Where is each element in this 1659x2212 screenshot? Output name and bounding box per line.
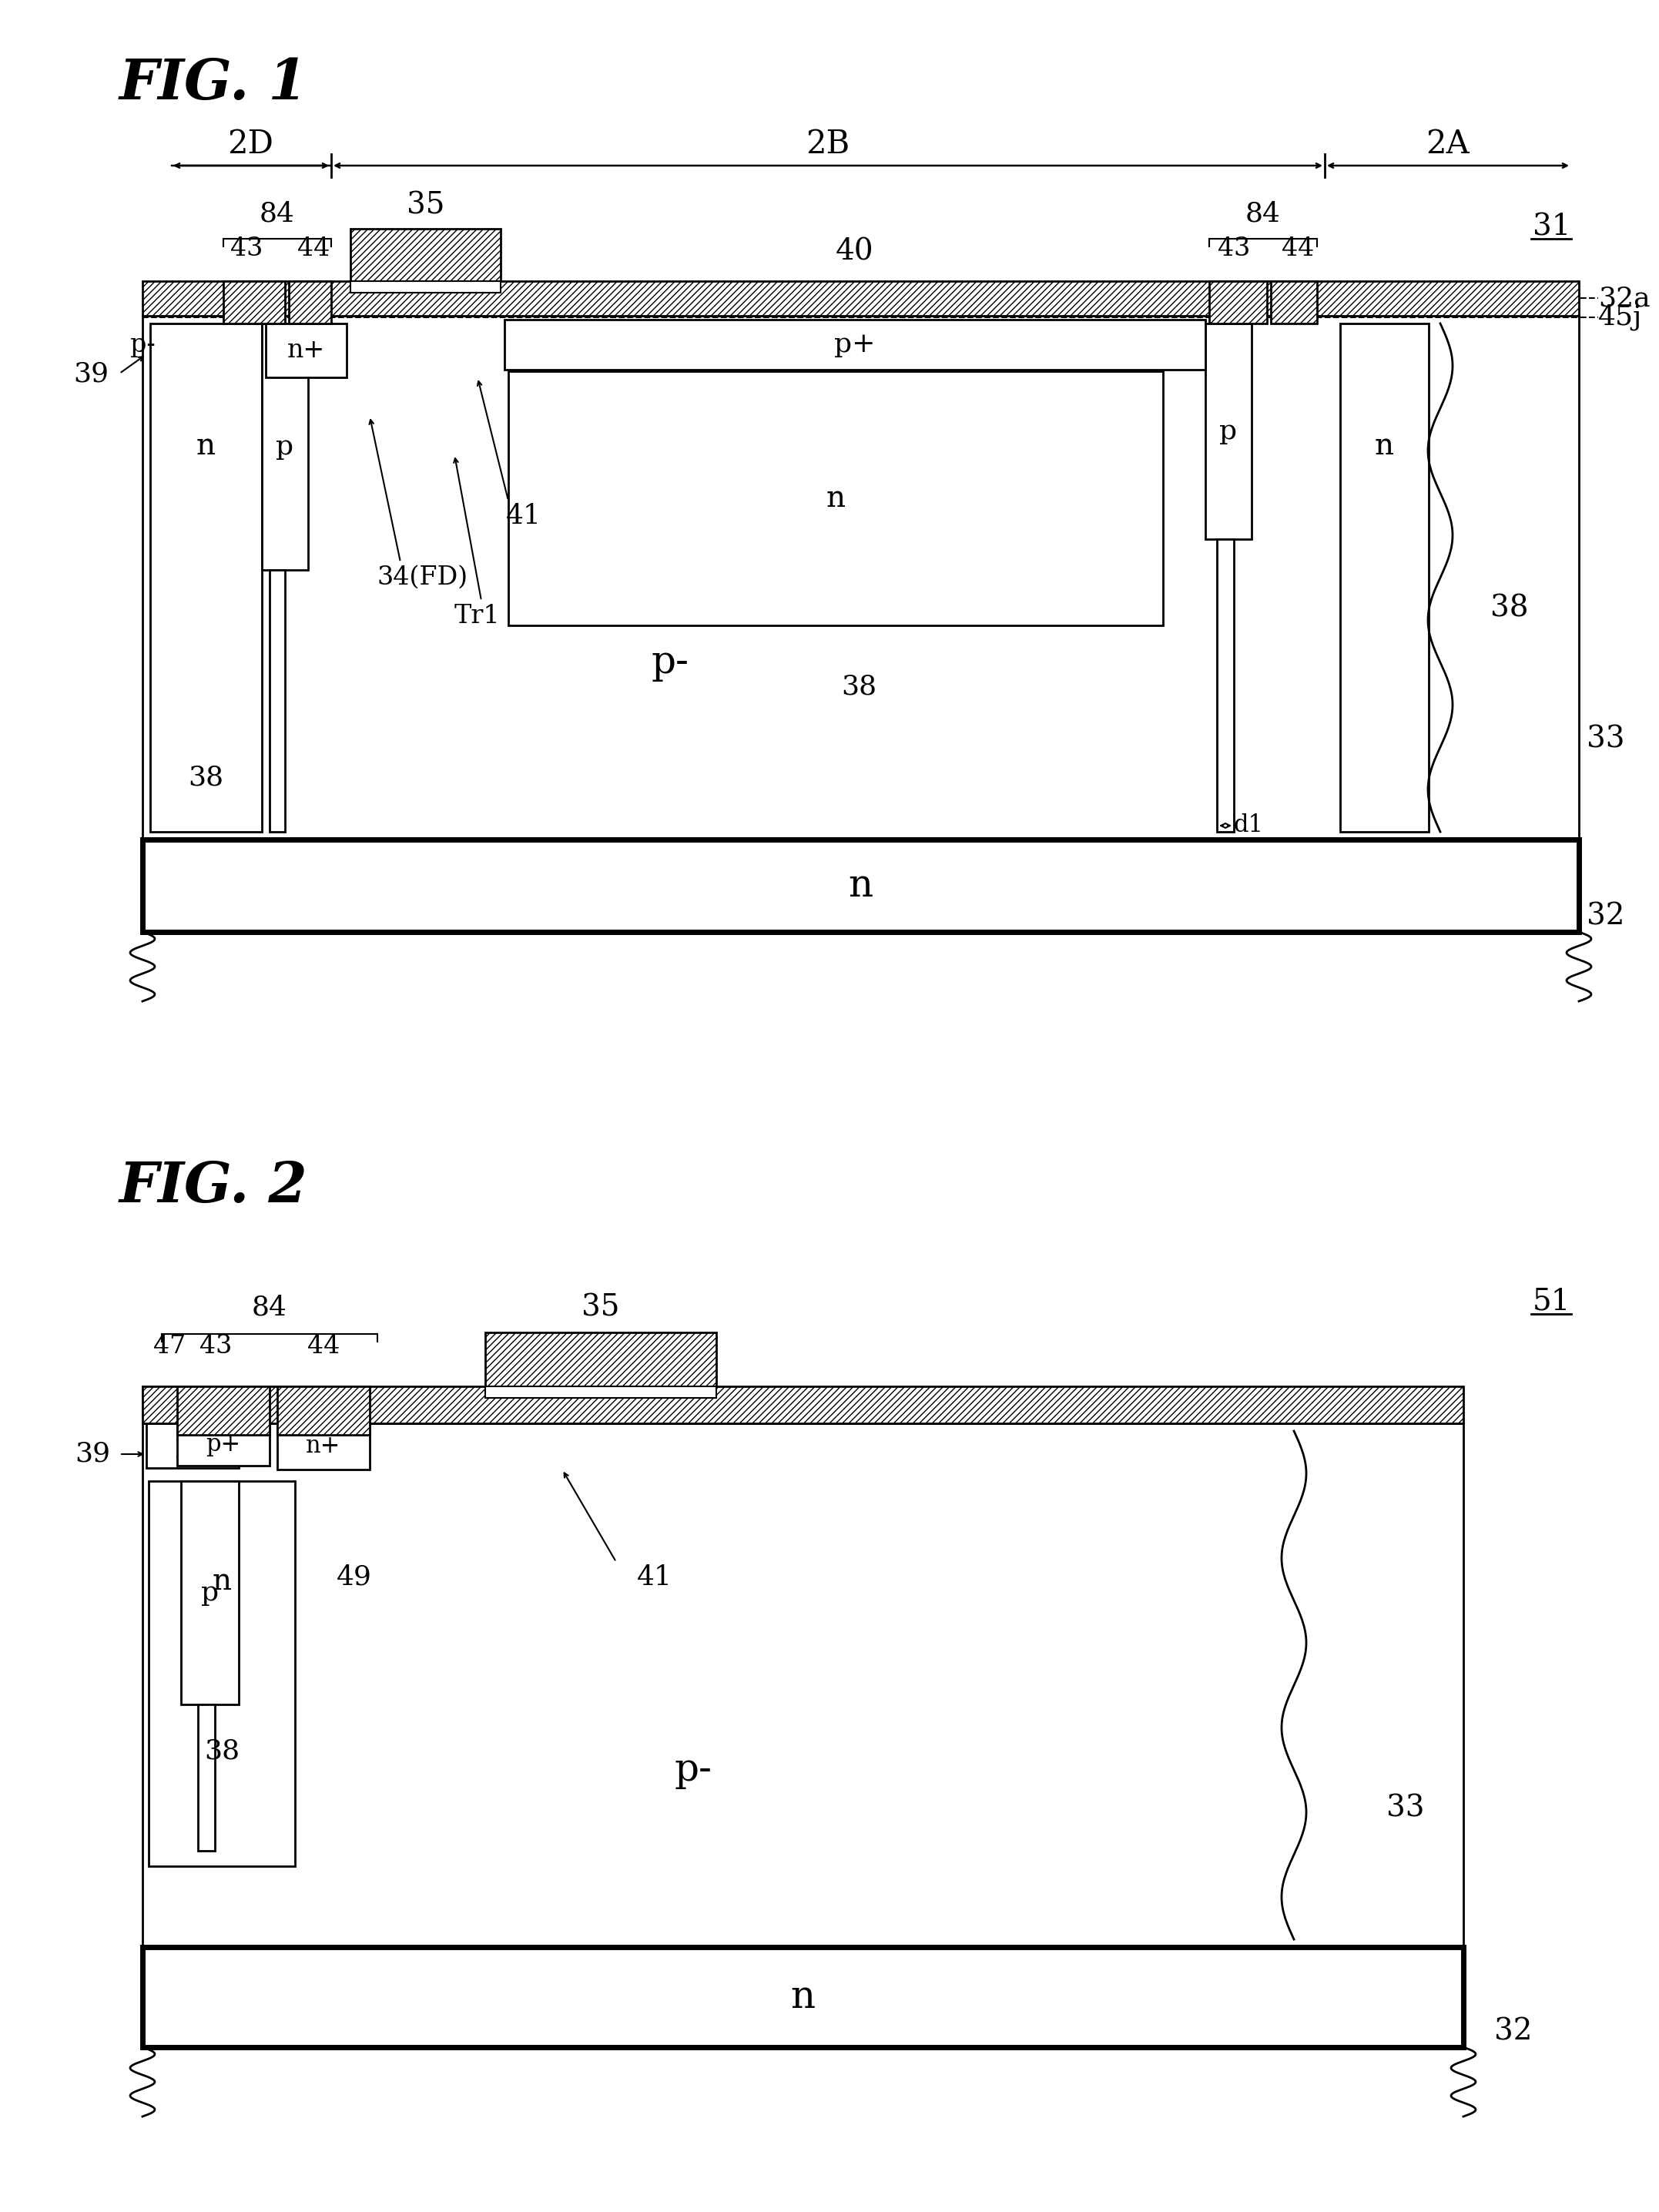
Bar bbox=[1209, 281, 1267, 323]
Text: 40: 40 bbox=[836, 237, 874, 265]
Text: 2A: 2A bbox=[1427, 128, 1470, 159]
Bar bbox=[224, 281, 285, 323]
Text: 38: 38 bbox=[1490, 595, 1528, 624]
Text: FIG. 2: FIG. 2 bbox=[119, 1159, 309, 1214]
Bar bbox=[1271, 281, 1317, 323]
Text: 33: 33 bbox=[1387, 1794, 1425, 1823]
Bar bbox=[143, 841, 1579, 931]
Text: 2B: 2B bbox=[806, 128, 849, 159]
Text: p-: p- bbox=[674, 1752, 712, 1790]
Bar bbox=[269, 571, 285, 832]
Text: 39: 39 bbox=[73, 361, 108, 387]
Text: 38: 38 bbox=[841, 675, 876, 701]
Text: p-: p- bbox=[652, 644, 688, 681]
Text: 44: 44 bbox=[307, 1334, 340, 1358]
Bar bbox=[350, 281, 501, 292]
Bar bbox=[1206, 323, 1251, 540]
Text: 34(FD): 34(FD) bbox=[377, 566, 468, 591]
Bar bbox=[289, 281, 332, 323]
Text: 32a: 32a bbox=[1598, 285, 1651, 312]
Text: p: p bbox=[1219, 418, 1238, 445]
Text: n: n bbox=[791, 1978, 815, 2015]
Text: n: n bbox=[212, 1566, 232, 1595]
Bar bbox=[1218, 540, 1234, 832]
Text: 35: 35 bbox=[582, 1294, 620, 1323]
Bar bbox=[277, 1387, 370, 1436]
Bar bbox=[149, 1482, 295, 1867]
Bar bbox=[262, 323, 309, 571]
Text: 38: 38 bbox=[187, 765, 224, 792]
Text: 41: 41 bbox=[637, 1564, 672, 1590]
Bar bbox=[197, 1705, 216, 1851]
Text: d1: d1 bbox=[1234, 814, 1264, 838]
Text: FIG. 1: FIG. 1 bbox=[119, 55, 309, 111]
Text: n+: n+ bbox=[305, 1436, 342, 1458]
Text: 38: 38 bbox=[204, 1739, 239, 1763]
Bar bbox=[178, 1387, 269, 1436]
Bar bbox=[143, 316, 1579, 841]
Text: 51: 51 bbox=[1533, 1287, 1571, 1316]
Bar bbox=[146, 1422, 239, 1469]
Bar bbox=[143, 1947, 1463, 2046]
Text: 2D: 2D bbox=[227, 128, 274, 159]
Text: n: n bbox=[1375, 434, 1394, 460]
Text: 47: 47 bbox=[153, 1334, 186, 1358]
Bar bbox=[484, 1387, 717, 1398]
Text: n: n bbox=[848, 867, 873, 905]
Bar bbox=[143, 281, 1579, 316]
Text: p: p bbox=[201, 1579, 219, 1606]
Bar bbox=[508, 372, 1163, 626]
Text: p+: p+ bbox=[834, 332, 876, 358]
Text: 43: 43 bbox=[199, 1334, 232, 1358]
Bar bbox=[178, 1422, 269, 1467]
Text: 41: 41 bbox=[506, 502, 541, 529]
Text: n+: n+ bbox=[287, 338, 325, 363]
Text: 39: 39 bbox=[75, 1440, 109, 1467]
Text: 31: 31 bbox=[1533, 212, 1571, 241]
Bar bbox=[181, 1482, 239, 1705]
Text: 32: 32 bbox=[1586, 902, 1624, 931]
Bar bbox=[143, 1387, 312, 1422]
Text: p+: p+ bbox=[206, 1433, 241, 1455]
Bar bbox=[151, 323, 262, 832]
Text: 43: 43 bbox=[231, 237, 262, 261]
Text: p+: p+ bbox=[176, 1433, 211, 1458]
Text: 43: 43 bbox=[1218, 237, 1251, 261]
Bar bbox=[504, 319, 1206, 369]
Text: n: n bbox=[196, 434, 216, 460]
Bar bbox=[143, 1387, 1463, 1422]
Text: 84: 84 bbox=[252, 1294, 287, 1321]
Bar bbox=[350, 228, 501, 281]
Text: p-: p- bbox=[129, 332, 156, 358]
Text: n: n bbox=[826, 484, 846, 513]
Text: 49: 49 bbox=[337, 1564, 372, 1590]
Text: 32: 32 bbox=[1495, 2017, 1533, 2046]
Text: p: p bbox=[275, 434, 294, 460]
Text: 84: 84 bbox=[1246, 201, 1281, 226]
Bar bbox=[1340, 323, 1428, 832]
Bar bbox=[277, 1422, 370, 1469]
Text: 44: 44 bbox=[297, 237, 330, 261]
Text: 45j: 45j bbox=[1598, 303, 1642, 330]
Text: Tr1: Tr1 bbox=[455, 604, 501, 628]
Text: 35: 35 bbox=[406, 192, 445, 219]
Bar bbox=[484, 1332, 717, 1387]
Bar bbox=[265, 323, 347, 378]
Text: 44: 44 bbox=[1281, 237, 1314, 261]
Text: 84: 84 bbox=[259, 201, 295, 226]
Text: 33: 33 bbox=[1586, 726, 1624, 754]
Bar bbox=[143, 1422, 1463, 1947]
